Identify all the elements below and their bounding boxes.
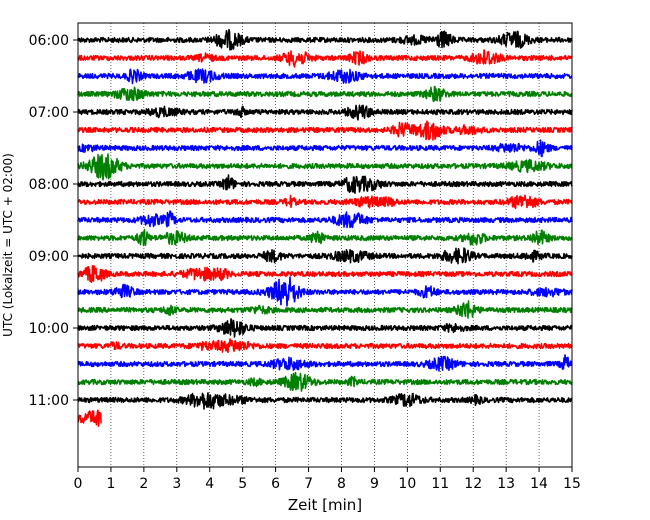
trace-0715 <box>77 120 573 141</box>
y-axis-label: UTC (Lokalzeit = UTC + 02:00) <box>1 153 15 337</box>
trace-0645 <box>77 85 573 103</box>
trace-0600 <box>77 28 573 51</box>
x-tick-label-4: 4 <box>205 476 214 492</box>
trace-1000 <box>77 318 573 338</box>
plot-frame <box>77 22 573 468</box>
x-tick-label-11: 11 <box>431 476 449 492</box>
y-tick-label-1100: 11:00 <box>29 393 69 409</box>
x-tick-label-14: 14 <box>530 476 548 492</box>
trace-0630 <box>77 68 573 85</box>
trace-0800 <box>77 174 573 194</box>
x-tick-label-3: 3 <box>172 476 181 492</box>
x-tick-label-10: 10 <box>398 476 416 492</box>
y-tick-label-0900: 09:00 <box>29 249 69 265</box>
x-axis-label: Zeit [min] <box>288 496 362 514</box>
x-tick-label-9: 9 <box>370 476 379 492</box>
y-tick-label-1000: 10:00 <box>29 321 69 337</box>
y-tick-label-0600: 06:00 <box>29 33 69 49</box>
plot-background <box>78 23 572 467</box>
trace-0900 <box>77 247 573 265</box>
trace-1115 <box>77 409 102 427</box>
x-tick-label-0: 0 <box>74 476 83 492</box>
trace-0830 <box>77 210 573 229</box>
x-tick-label-2: 2 <box>139 476 148 492</box>
trace-0615 <box>77 49 573 68</box>
trace-0730 <box>77 139 573 158</box>
y-tick-label-0700: 07:00 <box>29 105 69 121</box>
x-tick-label-13: 13 <box>497 476 515 492</box>
y-axis: 06:00 07:00 08:00 09:00 10:00 11:00 <box>29 33 78 409</box>
trace-1100 <box>77 392 573 410</box>
x-axis: 0 1 2 3 4 5 6 7 8 9 10 11 12 13 14 15 <box>74 467 581 492</box>
x-tick-label-15: 15 <box>563 476 581 492</box>
y-tick-label-0800: 08:00 <box>29 177 69 193</box>
trace-0930 <box>77 276 573 307</box>
trace-1030 <box>77 354 573 372</box>
x-tick-label-1: 1 <box>106 476 115 492</box>
trace-0915 <box>77 265 573 283</box>
x-tick-label-5: 5 <box>238 476 247 492</box>
x-tick-label-12: 12 <box>464 476 482 492</box>
trace-1015 <box>77 338 573 354</box>
trace-0700 <box>77 104 573 121</box>
grid-lines <box>110 23 540 467</box>
trace-0815 <box>77 194 573 210</box>
trace-0945 <box>77 300 573 319</box>
x-tick-label-7: 7 <box>304 476 313 492</box>
trace-0845 <box>77 228 573 247</box>
trace-group <box>77 28 573 427</box>
trace-1045 <box>77 371 573 392</box>
trace-0745 <box>77 153 573 181</box>
x-tick-label-6: 6 <box>271 476 280 492</box>
x-tick-label-8: 8 <box>337 476 346 492</box>
